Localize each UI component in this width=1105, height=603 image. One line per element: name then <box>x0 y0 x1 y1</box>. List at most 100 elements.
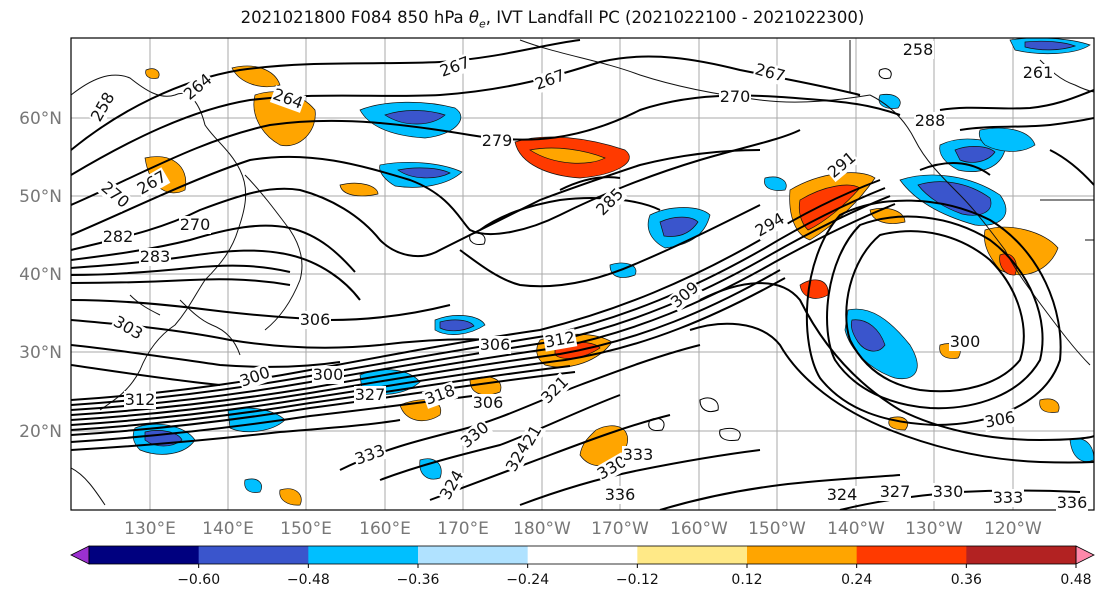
contour-label-bg <box>932 483 964 501</box>
contour-label-bg <box>124 391 156 409</box>
contour-label-bg <box>102 228 134 246</box>
contour-label: 327 <box>355 385 386 404</box>
contour-label: 306 <box>473 393 504 412</box>
lon-label-170e: 170°E <box>437 519 489 539</box>
contour-label-bg <box>666 277 704 313</box>
colorbar-cell <box>637 546 748 564</box>
lon-labels: 130°E 140°E 150°E 160°E 170°E 180°W 170°… <box>124 519 1042 539</box>
contour-label: 270 <box>180 215 211 234</box>
colorbar-tick-label: −0.48 <box>287 572 330 588</box>
contour-label-bg <box>354 386 386 404</box>
contour-label: 270 <box>720 87 751 106</box>
contour-label-bg <box>479 336 511 354</box>
contour-label-bg <box>823 147 861 183</box>
contour-label: 333 <box>993 488 1024 507</box>
colorbar-cell <box>418 546 529 564</box>
colorbar-cell <box>89 546 200 564</box>
colorbar-cell <box>527 546 638 564</box>
contour-label: 300 <box>313 365 344 384</box>
contour-label: 282 <box>103 227 134 246</box>
contour-label: 288 <box>915 111 946 130</box>
colorbar-tick-label: −0.36 <box>397 572 440 588</box>
colorbar-cell <box>747 546 858 564</box>
contour-label-bg <box>542 328 578 352</box>
colorbar: −0.60 −0.48 −0.36 −0.24 −0.12 0.12 0.24 0.36 0.4… <box>70 545 1095 588</box>
contour-label-bg <box>96 177 134 213</box>
contour-label-bg <box>537 372 573 408</box>
contour-label-bg <box>604 486 636 504</box>
colorbar-cell <box>966 546 1077 564</box>
colorbar-tick-label: −0.12 <box>616 572 659 588</box>
contour-label: 327 <box>880 482 911 501</box>
colorbar-tick-label: 0.48 <box>1060 572 1091 588</box>
contour-label-bg <box>436 53 474 81</box>
contour-label-bg <box>269 85 307 113</box>
contour-label-bg <box>826 486 858 504</box>
contour-label: 324 <box>827 485 858 504</box>
contour-label-bg <box>622 446 654 464</box>
colorbar-extend-high <box>1075 545 1095 565</box>
contour-label-bg <box>133 167 171 199</box>
contour-label-bg <box>1022 64 1054 82</box>
map-title: 2021021800 F084 850 hPa θe, IVT Landfall… <box>240 8 865 31</box>
lat-label-60n: 60°N <box>19 109 62 129</box>
lat-label-40n: 40°N <box>19 265 62 285</box>
contour-label: 261 <box>1023 63 1054 82</box>
colorbar-cells <box>70 545 1095 565</box>
lon-label-160e: 160°E <box>359 519 411 539</box>
contour-label-bg <box>751 209 789 241</box>
contour-label: 283 <box>140 247 171 266</box>
contour-label: 279 <box>482 131 513 150</box>
lat-label-30n: 30°N <box>19 343 62 363</box>
lon-label-140e: 140°E <box>202 519 254 539</box>
contour-label-bg <box>914 112 946 130</box>
contour-label-bg <box>179 69 217 105</box>
contour-label-bg <box>456 417 494 453</box>
lon-label-120w: 120°W <box>984 519 1042 539</box>
contour-label: 336 <box>605 485 636 504</box>
contour-label-bg <box>421 381 459 409</box>
contour-label: 312 <box>125 390 156 409</box>
contour-label-bg <box>719 88 751 106</box>
contour-label: 300 <box>950 332 981 351</box>
contour-label-bg <box>109 312 147 344</box>
map-frame <box>70 37 1095 511</box>
contour-label: 330 <box>933 482 964 501</box>
contour-label-bg <box>502 438 534 476</box>
contour-label-bg <box>879 483 911 501</box>
colorbar-frame <box>88 545 1077 565</box>
lon-label-160w: 160°W <box>670 519 728 539</box>
contour-label-bg <box>949 333 981 351</box>
colorbar-extend-low <box>70 545 90 565</box>
contour-label: 306 <box>480 335 511 354</box>
contour-label-bg <box>982 408 1018 432</box>
contour-label-bg <box>902 41 934 59</box>
contour-label-bg <box>593 452 631 484</box>
lat-label-20n: 20°N <box>19 422 62 442</box>
colorbar-tick-label: 0.12 <box>731 572 762 588</box>
lon-label-150w: 150°W <box>748 519 806 539</box>
colorbar-tick-label: 0.24 <box>841 572 872 588</box>
contour-label-bg <box>992 489 1024 507</box>
colorbar-cell <box>856 546 967 564</box>
lon-label-140w: 140°W <box>827 519 885 539</box>
contour-label: 258 <box>903 40 934 59</box>
contour-label-bg <box>1056 494 1088 512</box>
contour-label-bg <box>236 363 274 391</box>
contour-label-bg <box>87 88 119 126</box>
contour-label-bg <box>436 466 468 504</box>
colorbar-tick-label: 0.36 <box>951 572 982 588</box>
lat-labels: 60°N 50°N 40°N 30°N 20°N <box>19 109 62 442</box>
lon-label-130w: 130°W <box>905 519 963 539</box>
contour-label-bg <box>139 248 171 266</box>
contour-label-bg <box>179 216 211 234</box>
lon-label-170w: 170°W <box>591 519 649 539</box>
map-area <box>71 38 1094 510</box>
lon-label-130e: 130°E <box>124 519 176 539</box>
contour-label: 333 <box>623 445 654 464</box>
colorbar-ticks: −0.60 −0.48 −0.36 −0.24 −0.12 0.12 0.24 0.36 0.4… <box>177 564 1092 588</box>
contour-label-bg <box>312 366 344 384</box>
lon-label-180w: 180°W <box>513 519 571 539</box>
contour-label-bg <box>752 60 788 86</box>
